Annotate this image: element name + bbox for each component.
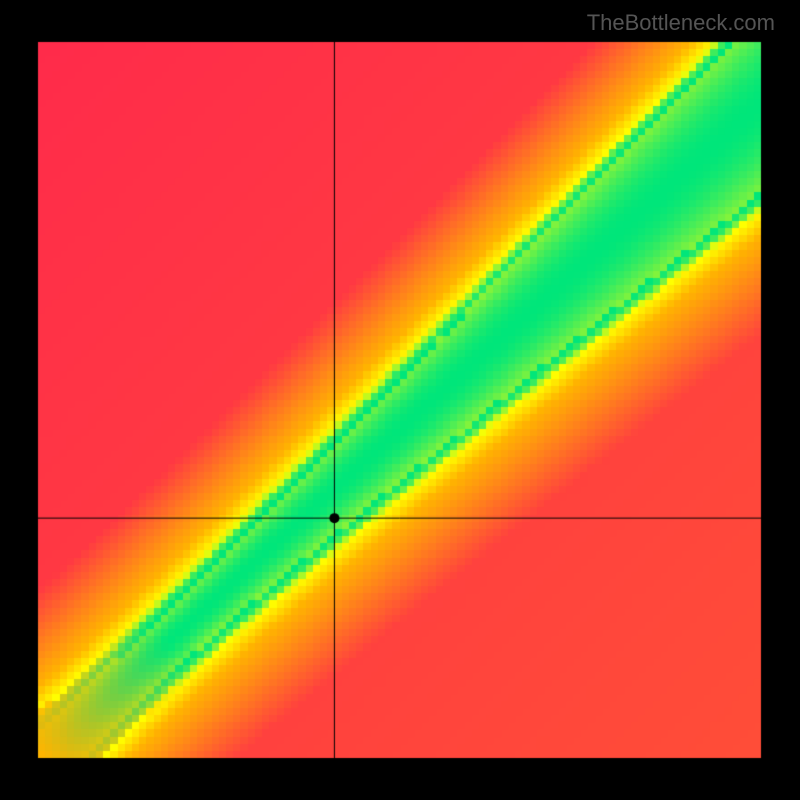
- watermark-label: TheBottleneck.com: [587, 10, 775, 36]
- bottleneck-heatmap: [0, 0, 800, 800]
- chart-container: TheBottleneck.com: [0, 0, 800, 800]
